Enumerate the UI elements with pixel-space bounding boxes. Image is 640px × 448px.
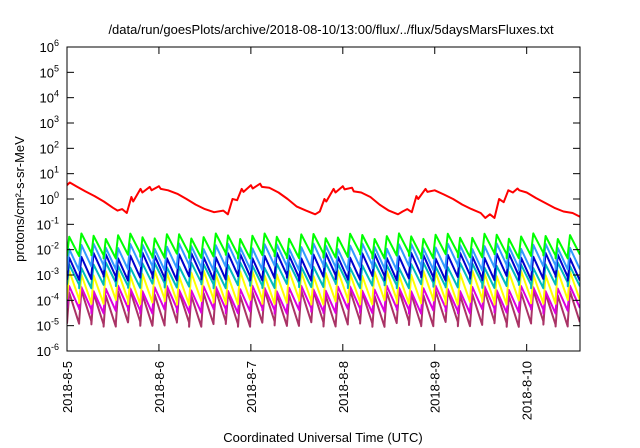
y-tick-label: 10-4 (37, 291, 59, 308)
y-axis-label: protons/cm²-s-sr-MeV (12, 136, 27, 262)
chart-title: /data/run/goesPlots/archive/2018-08-10/1… (108, 22, 554, 37)
y-tick-label: 102 (40, 139, 59, 156)
series-line (67, 251, 580, 282)
y-tick-label: 10-5 (37, 317, 59, 334)
y-tick-label: 10-6 (37, 342, 59, 359)
y-axis: 106 105 104 103 102 101 100 10-1 10-2 10-3 10-4 10-… (37, 38, 580, 359)
y-tick-label: 104 (40, 89, 59, 106)
series-line (67, 181, 580, 219)
x-tick-label: 2018-8-10 (520, 361, 535, 420)
series-line (67, 269, 580, 306)
x-tick-label: 2018-8-9 (428, 361, 443, 413)
y-tick-label: 10-1 (37, 215, 59, 232)
series-line (67, 289, 580, 328)
y-tick-label: 10-3 (37, 266, 59, 283)
x-axis: 2018-8-5 2018-8-6 2018-8-7 2018-8-8 2018-8-9… (60, 47, 535, 420)
series-line (67, 284, 580, 315)
y-tick-label: 100 (40, 190, 59, 207)
y-tick-label: 10-2 (37, 241, 59, 258)
x-axis-label: Coordinated Universal Time (UTC) (223, 430, 422, 445)
series-line (67, 261, 580, 290)
x-tick-label: 2018-8-8 (336, 361, 351, 413)
series-line (67, 242, 580, 272)
y-tick-label: 106 (40, 38, 59, 55)
x-tick-label: 2018-8-5 (60, 361, 75, 413)
y-tick-label: 103 (40, 114, 59, 131)
series-line (67, 232, 580, 260)
x-tick-label: 2018-8-7 (244, 361, 259, 413)
y-tick-label: 101 (40, 165, 59, 182)
series-layer (67, 181, 580, 328)
y-tick-label: 105 (40, 63, 59, 80)
x-tick-label: 2018-8-6 (152, 361, 167, 413)
